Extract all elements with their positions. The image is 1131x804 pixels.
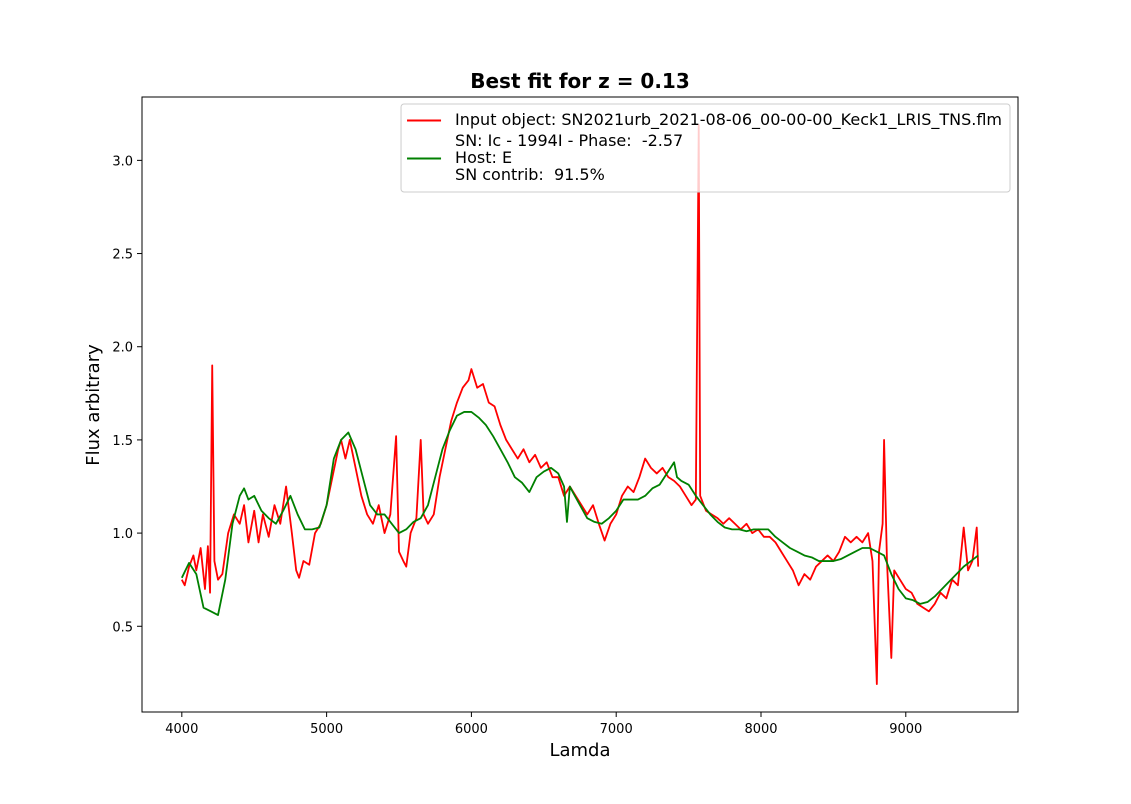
y-tick-label: 2.5 bbox=[112, 248, 133, 263]
y-tick-label: 0.5 bbox=[112, 620, 133, 635]
legend-label: Input object: SN2021urb_2021-08-06_00-00… bbox=[455, 110, 1002, 130]
y-tick-label: 2.0 bbox=[112, 341, 133, 356]
x-tick-label: 4000 bbox=[165, 722, 198, 737]
y-tick-label: 1.5 bbox=[112, 434, 133, 449]
y-tick-label: 1.0 bbox=[112, 527, 133, 542]
x-tick-label: 6000 bbox=[455, 722, 488, 737]
legend-label: Host: E bbox=[455, 148, 512, 167]
axes-frame bbox=[141, 96, 1019, 713]
y-tick-label: 3.0 bbox=[112, 154, 133, 169]
x-axis-label: Lamda bbox=[549, 740, 610, 761]
plot-area bbox=[181, 124, 980, 685]
x-tick-label: 9000 bbox=[889, 722, 922, 737]
x-tick-label: 7000 bbox=[600, 722, 633, 737]
series-line bbox=[181, 124, 980, 685]
chart-title: Best fit for z = 0.13 bbox=[470, 69, 690, 93]
legend-frame bbox=[400, 103, 1011, 193]
x-tick-label: 8000 bbox=[744, 722, 777, 737]
legend-label: SN: Ic - 1994I - Phase: -2.57 bbox=[455, 131, 683, 150]
series-line bbox=[181, 411, 979, 616]
x-tick-label: 5000 bbox=[310, 722, 343, 737]
legend-label: SN contrib: 91.5% bbox=[455, 165, 605, 184]
y-axis-label: Flux arbitrary bbox=[83, 344, 104, 466]
legend: Input object: SN2021urb_2021-08-06_00-00… bbox=[400, 103, 1011, 193]
